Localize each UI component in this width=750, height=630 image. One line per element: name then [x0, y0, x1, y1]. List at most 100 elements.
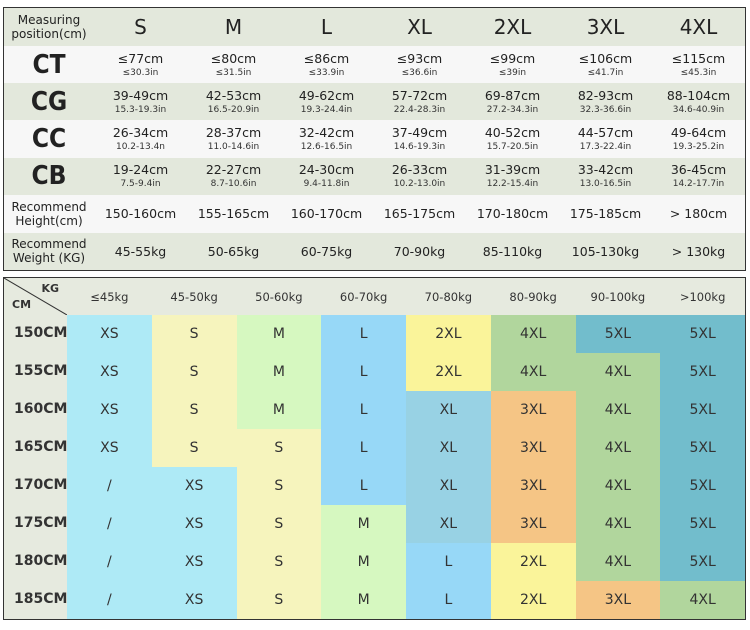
size-cell: XS — [151, 581, 237, 619]
size-header: L — [320, 15, 333, 40]
cm-value: 26-33cm — [391, 162, 448, 178]
measuring-position-header: Measuring position(cm) — [11, 13, 87, 42]
measure-cell: 44-57cm 17.3-22.4in — [559, 120, 652, 157]
inch-value: 15.7-20.5in — [486, 141, 539, 152]
height-label: 155CM — [14, 363, 68, 379]
cm-value: 49-64cm — [670, 124, 727, 140]
size-cell: M — [321, 581, 406, 619]
height-label: 150CM — [14, 325, 68, 341]
measure-cell: 28-37cm 11.0-14.6in — [187, 120, 280, 157]
size-cell: 5XL — [660, 353, 745, 391]
height-label: 175CM — [14, 515, 68, 531]
size-cell: XL — [406, 391, 491, 429]
cm-value: 31-39cm — [484, 162, 541, 178]
size-cell: S — [151, 391, 237, 429]
size-cell: L — [321, 467, 406, 505]
measure-cell: ≤80cm ≤31.5in — [187, 46, 280, 83]
inch-value: ≤45.3in — [680, 67, 717, 78]
weight-header: 70-80kg — [424, 289, 473, 304]
size-cell: 5XL — [660, 505, 745, 543]
size-cell: XS — [67, 391, 152, 429]
inch-value: 10.2-13.4n — [115, 141, 166, 152]
measure-cell: 49-62cm 19.3-24.4in — [280, 83, 373, 120]
inch-value: ≤41.7in — [587, 67, 624, 78]
size-cell: S — [151, 429, 237, 467]
weight-header-row: KG CM ≤45kg 45-50kg 50-60kg 60-70kg 70-80kg 8… — [4, 278, 745, 315]
height-value: 165-175cm — [383, 206, 456, 222]
size-cell: S — [151, 315, 237, 353]
measure-cell: 31-39cm 12.2-15.4in — [466, 158, 559, 195]
measure-cell: 82-93cm 32.3-36.6in — [559, 83, 652, 120]
height-label: 170CM — [14, 477, 68, 493]
size-cell: 2XL — [406, 315, 491, 353]
height-row: 170CM / XS S L XL 3XL 4XL 5XL — [4, 467, 745, 505]
measure-row-cb: CB 19-24cm 7.5-9.4in 22-27cm 8.7-10.6in 24-30… — [4, 157, 745, 195]
measure-cell: ≤99cm ≤39in — [466, 46, 559, 83]
size-cell: 5XL — [660, 429, 745, 467]
inch-value: 7.5-9.4in — [120, 179, 161, 190]
measure-cell: ≤86cm ≤33.9in — [280, 46, 373, 83]
cm-value: 49-62cm — [298, 87, 355, 103]
recommend-weight-row: Recommend Weight (KG) 45-55kg 50-65kg 60… — [4, 232, 745, 270]
size-cell: 4XL — [660, 581, 745, 619]
size-grid: KG CM ≤45kg 45-50kg 50-60kg 60-70kg 70-80kg 8… — [3, 277, 746, 620]
cm-value: 24-30cm — [298, 162, 355, 178]
cm-value: 88-104cm — [666, 87, 731, 103]
size-cell: L — [406, 543, 491, 581]
cm-value: 42-53cm — [205, 87, 262, 103]
measure-cell: 24-30cm 9.4-11.8in — [280, 158, 373, 195]
height-row: 180CM / XS S M L 2XL 4XL 5XL — [4, 543, 745, 581]
size-cell: L — [321, 315, 406, 353]
measure-cell: 69-87cm 27.2-34.3in — [466, 83, 559, 120]
inch-value: 13.0-16.5in — [579, 179, 632, 190]
size-cell: 2XL — [490, 581, 576, 619]
diagonal-divider — [4, 278, 67, 315]
height-value: 150-160cm — [104, 206, 177, 222]
weight-value: 50-65kg — [207, 243, 260, 259]
size-cell: 4XL — [575, 543, 661, 581]
measure-cell: 49-64cm 19.3-25.2in — [652, 120, 745, 157]
cm-value: 19-24cm — [112, 162, 169, 178]
inch-value: 16.5-20.9in — [207, 104, 260, 115]
size-cell: L — [321, 353, 406, 391]
measure-label: CC — [31, 123, 67, 154]
measure-cell: ≤106cm ≤41.7in — [559, 46, 652, 83]
measurement-table: Measuring position(cm) S M L XL 2XL 3XL … — [3, 7, 746, 271]
weight-value: 60-75kg — [300, 243, 353, 259]
measure-cell: 32-42cm 12.6-16.5in — [280, 120, 373, 157]
measure-cell: 39-49cm 15.3-19.3in — [94, 83, 187, 120]
size-header-row: Measuring position(cm) S M L XL 2XL 3XL … — [4, 8, 745, 47]
cm-value: 39-49cm — [112, 87, 169, 103]
inch-value: 22.4-28.3in — [393, 104, 446, 115]
size-cell: 2XL — [490, 543, 576, 581]
height-row: 155CM XS S M L 2XL 4XL 4XL 5XL — [4, 353, 745, 391]
recommend-height-label: Recommend Height(cm) — [11, 199, 87, 228]
size-cell: 4XL — [575, 467, 661, 505]
weight-header: >100kg — [679, 289, 726, 304]
size-cell: S — [151, 353, 237, 391]
height-value: > 180cm — [669, 206, 728, 222]
inch-value: ≤36.6in — [401, 67, 438, 78]
inch-value: ≤31.5in — [215, 67, 252, 78]
measure-label: CT — [32, 49, 66, 80]
size-cell: M — [321, 543, 406, 581]
size-cell: L — [406, 581, 491, 619]
weight-value: 105-130kg — [571, 243, 640, 259]
cm-value: ≤77cm — [117, 50, 164, 66]
size-cell: S — [236, 505, 322, 543]
size-cell: S — [236, 429, 322, 467]
cm-value: 69-87cm — [484, 87, 541, 103]
measure-cell: 37-49cm 14.6-19.3in — [373, 120, 466, 157]
cm-value: 44-57cm — [577, 124, 634, 140]
cm-value: 22-27cm — [205, 162, 262, 178]
size-cell: XS — [67, 353, 152, 391]
measure-row-cc: CC 26-34cm 10.2-13.4n 28-37cm 11.0-14.6in 32-… — [4, 120, 745, 158]
recommend-height-row: Recommend Height(cm) 150-160cm 155-165cm… — [4, 194, 745, 233]
measure-label: CB — [31, 161, 67, 192]
size-cell: / — [67, 543, 152, 581]
size-cell: 3XL — [490, 505, 576, 543]
size-cell: 4XL — [490, 315, 576, 353]
size-cell: S — [236, 581, 322, 619]
weight-value: 70-90kg — [393, 243, 446, 259]
size-header: 3XL — [586, 15, 625, 40]
